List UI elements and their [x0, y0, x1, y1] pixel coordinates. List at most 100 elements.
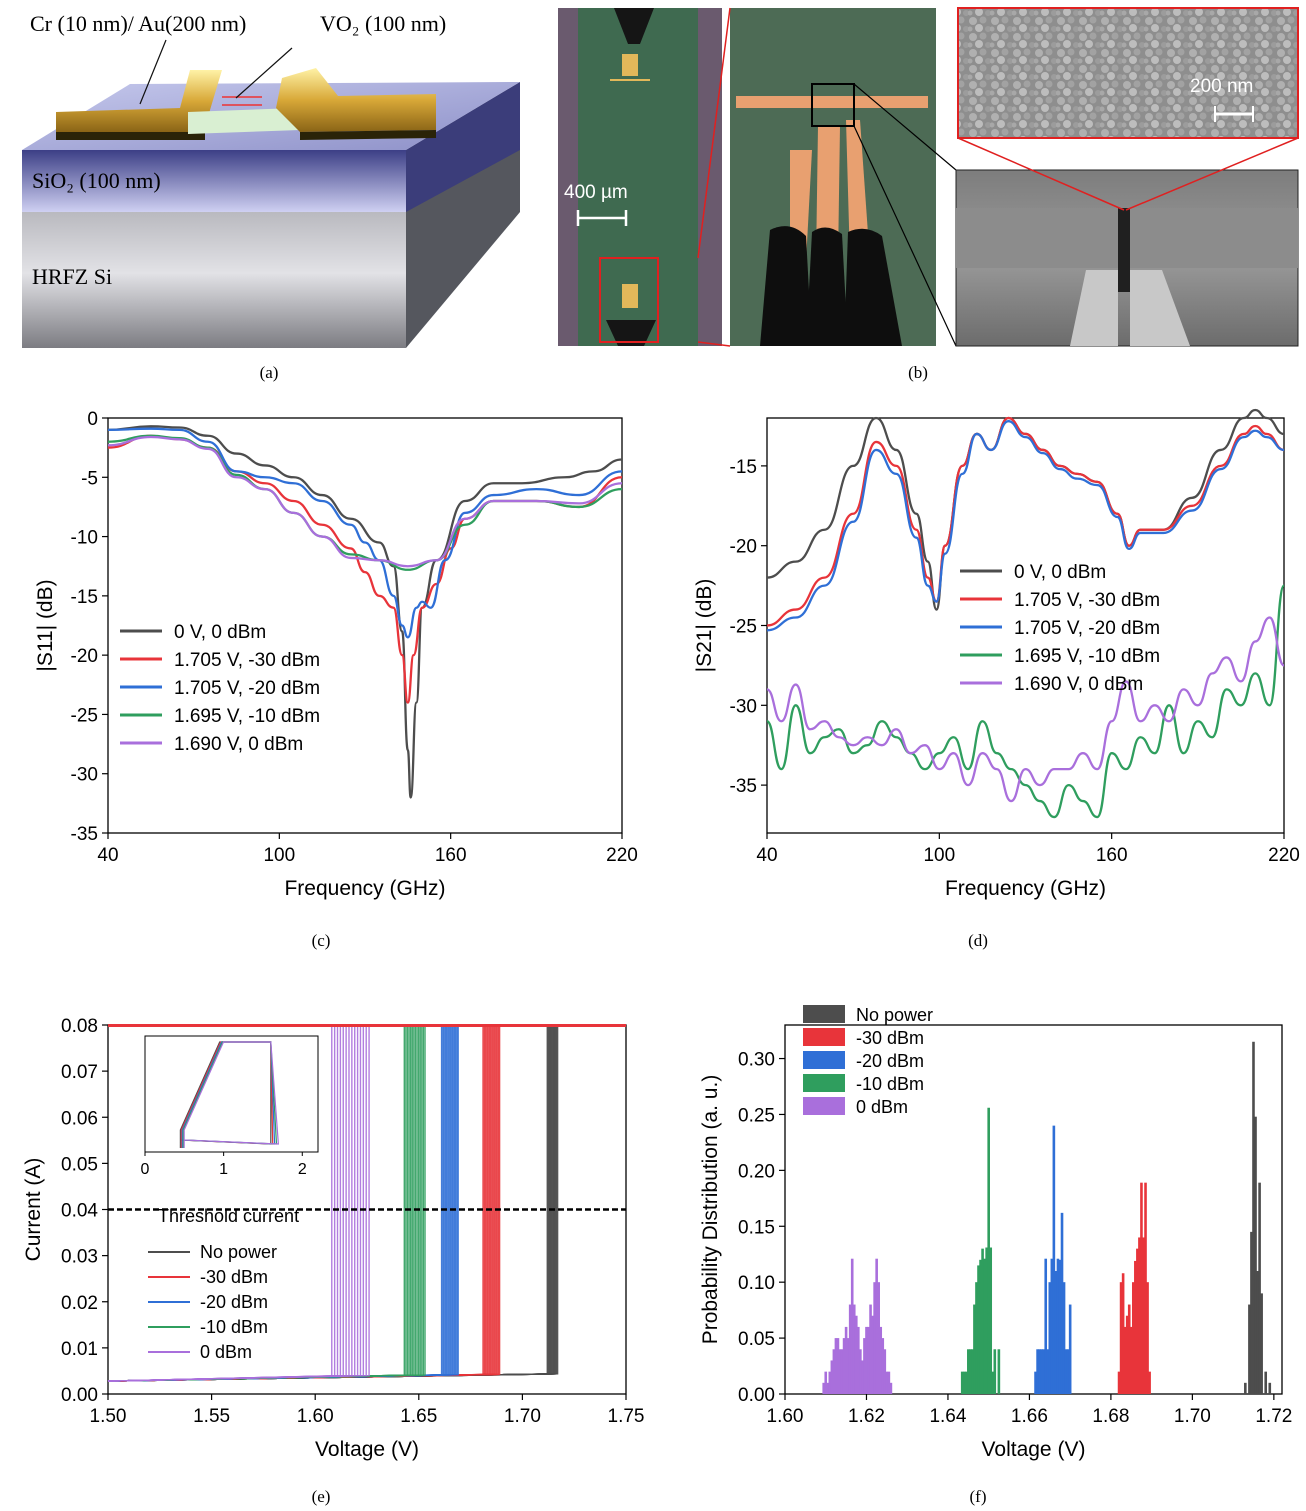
zoom-line-6: [1125, 137, 1299, 211]
vo2-film: [188, 108, 300, 134]
histogram-bar: [1036, 1349, 1039, 1394]
left-electrode-edge: [56, 132, 205, 140]
x-tick-label: 100: [263, 845, 295, 866]
chart-s11: 40 100 160 220 0 -5 -10 -15 -20 -25 -30 -35 Frequenc…: [34, 409, 638, 900]
label-vo2: VO₂ (100 nm): [320, 11, 446, 36]
legend-swatch: [803, 1028, 845, 1046]
histogram-bar: [1148, 1371, 1151, 1394]
y-tick-label: -25: [71, 705, 98, 726]
legend-label: 0 V, 0 dBm: [1014, 562, 1106, 583]
probe-tip-left: [760, 226, 812, 346]
leader-cr-au: [139, 39, 167, 105]
histogram-bar: [1146, 1282, 1149, 1394]
x-tick-label: 1.60: [297, 1406, 334, 1427]
histogram-bar: [1117, 1371, 1121, 1394]
histogram-bar: [850, 1258, 854, 1394]
legend-swatch: [803, 1051, 845, 1069]
series-line: [766, 616, 1286, 803]
y-tick-label: 0.30: [738, 1050, 775, 1071]
y-tick-label: 0.01: [61, 1339, 98, 1360]
histogram-bar: [1138, 1237, 1141, 1394]
legend-label: 1.695 V, -10 dBm: [174, 706, 320, 727]
x-tick-label: 1.65: [400, 1406, 437, 1427]
histogram-bar: [887, 1371, 891, 1394]
histogram-bar: [969, 1349, 972, 1394]
zoom-line-3: [853, 125, 957, 347]
y-tick-label: 0.25: [738, 1105, 775, 1126]
sem-left-pad: [1070, 270, 1118, 346]
histogram-bar: [991, 1371, 995, 1394]
legend-label: 0 dBm: [200, 1342, 252, 1362]
histogram-bar: [863, 1338, 866, 1394]
x-tick-label: 1.68: [1092, 1406, 1129, 1427]
y-tick-label: -5: [81, 468, 98, 489]
y-tick-label: -30: [730, 696, 757, 717]
y-tick-label: -20: [71, 646, 98, 667]
right-electrode-edge: [300, 130, 436, 140]
histogram-bar: [871, 1315, 874, 1394]
probe-tip-right: [844, 228, 902, 346]
histogram-bar: [1129, 1326, 1133, 1394]
histogram-bar: [977, 1265, 980, 1394]
x-tick-label: 1.55: [193, 1406, 230, 1427]
histogram-bar: [1252, 1041, 1255, 1394]
histogram-bar: [826, 1382, 830, 1394]
y-axis-label: Probability Distribution (a. u.): [699, 1075, 722, 1345]
x-tick-label: 1.50: [90, 1406, 127, 1427]
caption-e: (e): [312, 1487, 331, 1506]
top-electrode-bar: [736, 96, 928, 108]
histogram-bar: [859, 1349, 862, 1394]
y-tick-label: -10: [71, 528, 98, 549]
side-face-sio2: [406, 82, 520, 212]
device-top: [622, 54, 638, 76]
x-tick-label: 40: [97, 845, 118, 866]
histogram-bar: [1256, 1271, 1259, 1394]
histogram-bar: [975, 1282, 978, 1394]
y-tick-label: 0: [87, 409, 98, 430]
histogram-bar: [981, 1248, 984, 1394]
legend-label: 1.705 V, -20 dBm: [1014, 618, 1160, 639]
histogram-bar: [875, 1258, 878, 1394]
series-line: [107, 427, 623, 639]
histogram-bar: [1048, 1282, 1052, 1394]
histogram-bar: [973, 1304, 976, 1394]
histogram-bar: [1258, 1182, 1261, 1394]
histogram-bar: [824, 1371, 828, 1394]
legend-label: 1.705 V, -30 dBm: [174, 650, 320, 671]
zoom-line-2: [697, 341, 731, 347]
histogram-bar: [1052, 1125, 1056, 1394]
y-tick-label: -35: [730, 776, 757, 797]
histogram-bar: [987, 1107, 990, 1394]
histogram-bar: [1121, 1273, 1125, 1394]
inset-trace: [183, 1041, 280, 1148]
histogram-bar: [846, 1338, 850, 1394]
histogram-bar: [983, 1258, 986, 1394]
histogram-bar: [1254, 1116, 1257, 1394]
caption-a: (a): [260, 363, 279, 382]
histogram-bar: [879, 1326, 883, 1394]
caption-f: (f): [970, 1487, 987, 1506]
y-tick-label: 0.20: [738, 1161, 775, 1182]
legend-label: 1.705 V, -30 dBm: [1014, 590, 1160, 611]
y-tick-label: 0.04: [61, 1201, 98, 1222]
y-tick-label: 0.15: [738, 1217, 775, 1238]
inset-x-tick-label: 0: [141, 1161, 150, 1178]
y-tick-label: 0.10: [738, 1273, 775, 1294]
histogram-bar: [873, 1282, 876, 1394]
legend-label: No power: [856, 1005, 933, 1025]
right-electrode: [276, 68, 436, 132]
y-tick-label: 0.06: [61, 1108, 98, 1129]
histogram-bar: [881, 1338, 885, 1394]
y-tick-label: 0.02: [61, 1293, 98, 1314]
y-tick-label: -25: [730, 617, 757, 638]
left-electrode: [56, 70, 222, 132]
x-tick-label: 1.62: [848, 1406, 885, 1427]
x-tick-label: 1.60: [767, 1406, 804, 1427]
histogram-bar: [867, 1326, 870, 1394]
histogram-bar: [857, 1326, 860, 1394]
histogram-bar: [989, 1247, 993, 1394]
x-axis-label: Frequency (GHz): [945, 877, 1106, 900]
legend-label: 1.690 V, 0 dBm: [174, 734, 303, 755]
y-tick-label: -15: [71, 587, 98, 608]
histogram-bar: [885, 1371, 889, 1394]
